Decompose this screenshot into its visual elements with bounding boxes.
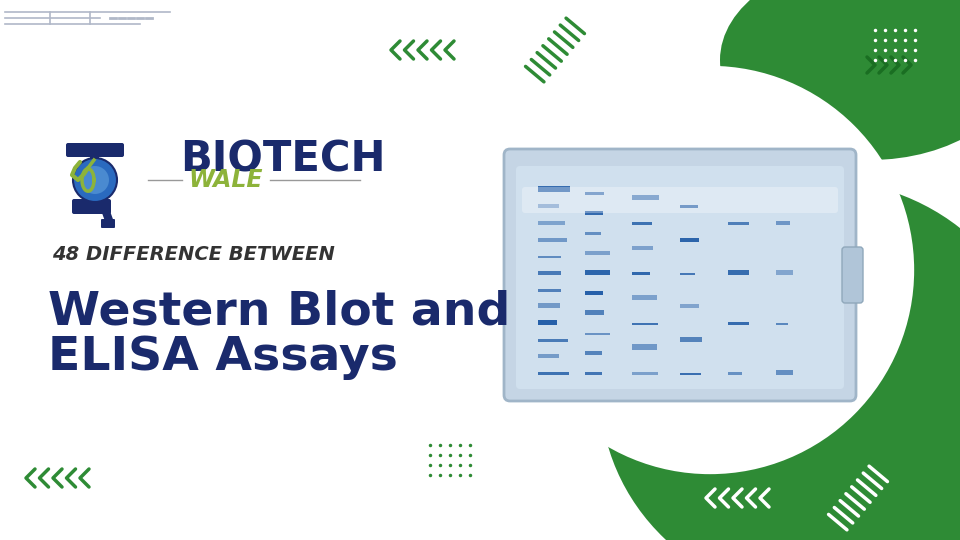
Bar xyxy=(680,205,698,208)
Bar xyxy=(632,295,658,300)
Bar xyxy=(632,323,658,325)
Ellipse shape xyxy=(820,410,960,540)
Circle shape xyxy=(73,158,117,202)
Ellipse shape xyxy=(600,180,960,540)
Text: 48 DIFFERENCE BETWEEN: 48 DIFFERENCE BETWEEN xyxy=(52,246,335,265)
FancyBboxPatch shape xyxy=(101,219,115,228)
Bar xyxy=(538,354,559,359)
Text: BIOTECH: BIOTECH xyxy=(180,139,386,181)
Circle shape xyxy=(510,70,910,470)
Bar xyxy=(776,370,793,375)
Bar xyxy=(632,246,653,250)
Bar xyxy=(728,372,742,375)
Bar xyxy=(680,238,699,242)
Bar xyxy=(585,251,611,255)
Bar xyxy=(585,291,603,295)
Polygon shape xyxy=(98,200,114,224)
Bar xyxy=(538,289,561,292)
Bar xyxy=(632,195,659,200)
Text: WALE: WALE xyxy=(189,168,263,192)
FancyBboxPatch shape xyxy=(516,166,844,389)
Bar xyxy=(538,221,564,225)
Bar xyxy=(680,304,699,308)
Bar xyxy=(90,153,99,210)
Bar xyxy=(585,232,601,235)
Bar xyxy=(680,338,702,342)
Text: Western Blot and: Western Blot and xyxy=(48,289,511,334)
Bar xyxy=(728,222,749,225)
Bar xyxy=(538,256,561,258)
Bar xyxy=(585,351,602,355)
Bar xyxy=(538,372,569,375)
FancyBboxPatch shape xyxy=(842,247,863,303)
FancyBboxPatch shape xyxy=(522,187,838,213)
Bar xyxy=(728,271,749,275)
FancyBboxPatch shape xyxy=(72,199,111,214)
Bar xyxy=(538,303,560,308)
Bar xyxy=(632,373,658,375)
Bar xyxy=(538,320,558,325)
Bar xyxy=(632,222,653,225)
Bar xyxy=(585,212,604,215)
FancyBboxPatch shape xyxy=(66,143,124,157)
Bar xyxy=(680,273,695,275)
Bar xyxy=(776,269,793,275)
Bar xyxy=(585,372,602,375)
Ellipse shape xyxy=(720,0,960,160)
Bar xyxy=(585,192,604,195)
Bar xyxy=(776,221,790,225)
Bar xyxy=(728,322,750,325)
Bar xyxy=(585,333,610,335)
Bar xyxy=(538,204,560,208)
Bar xyxy=(538,271,561,275)
Text: ELISA Assays: ELISA Assays xyxy=(48,335,397,381)
Bar xyxy=(632,272,650,275)
Bar xyxy=(585,310,604,315)
Bar xyxy=(538,186,569,192)
Circle shape xyxy=(81,166,109,194)
Bar xyxy=(538,340,568,342)
Bar xyxy=(585,270,611,275)
Bar xyxy=(632,344,658,350)
Bar xyxy=(680,373,701,375)
Bar xyxy=(776,322,788,325)
FancyBboxPatch shape xyxy=(504,149,856,401)
Bar xyxy=(538,238,567,242)
